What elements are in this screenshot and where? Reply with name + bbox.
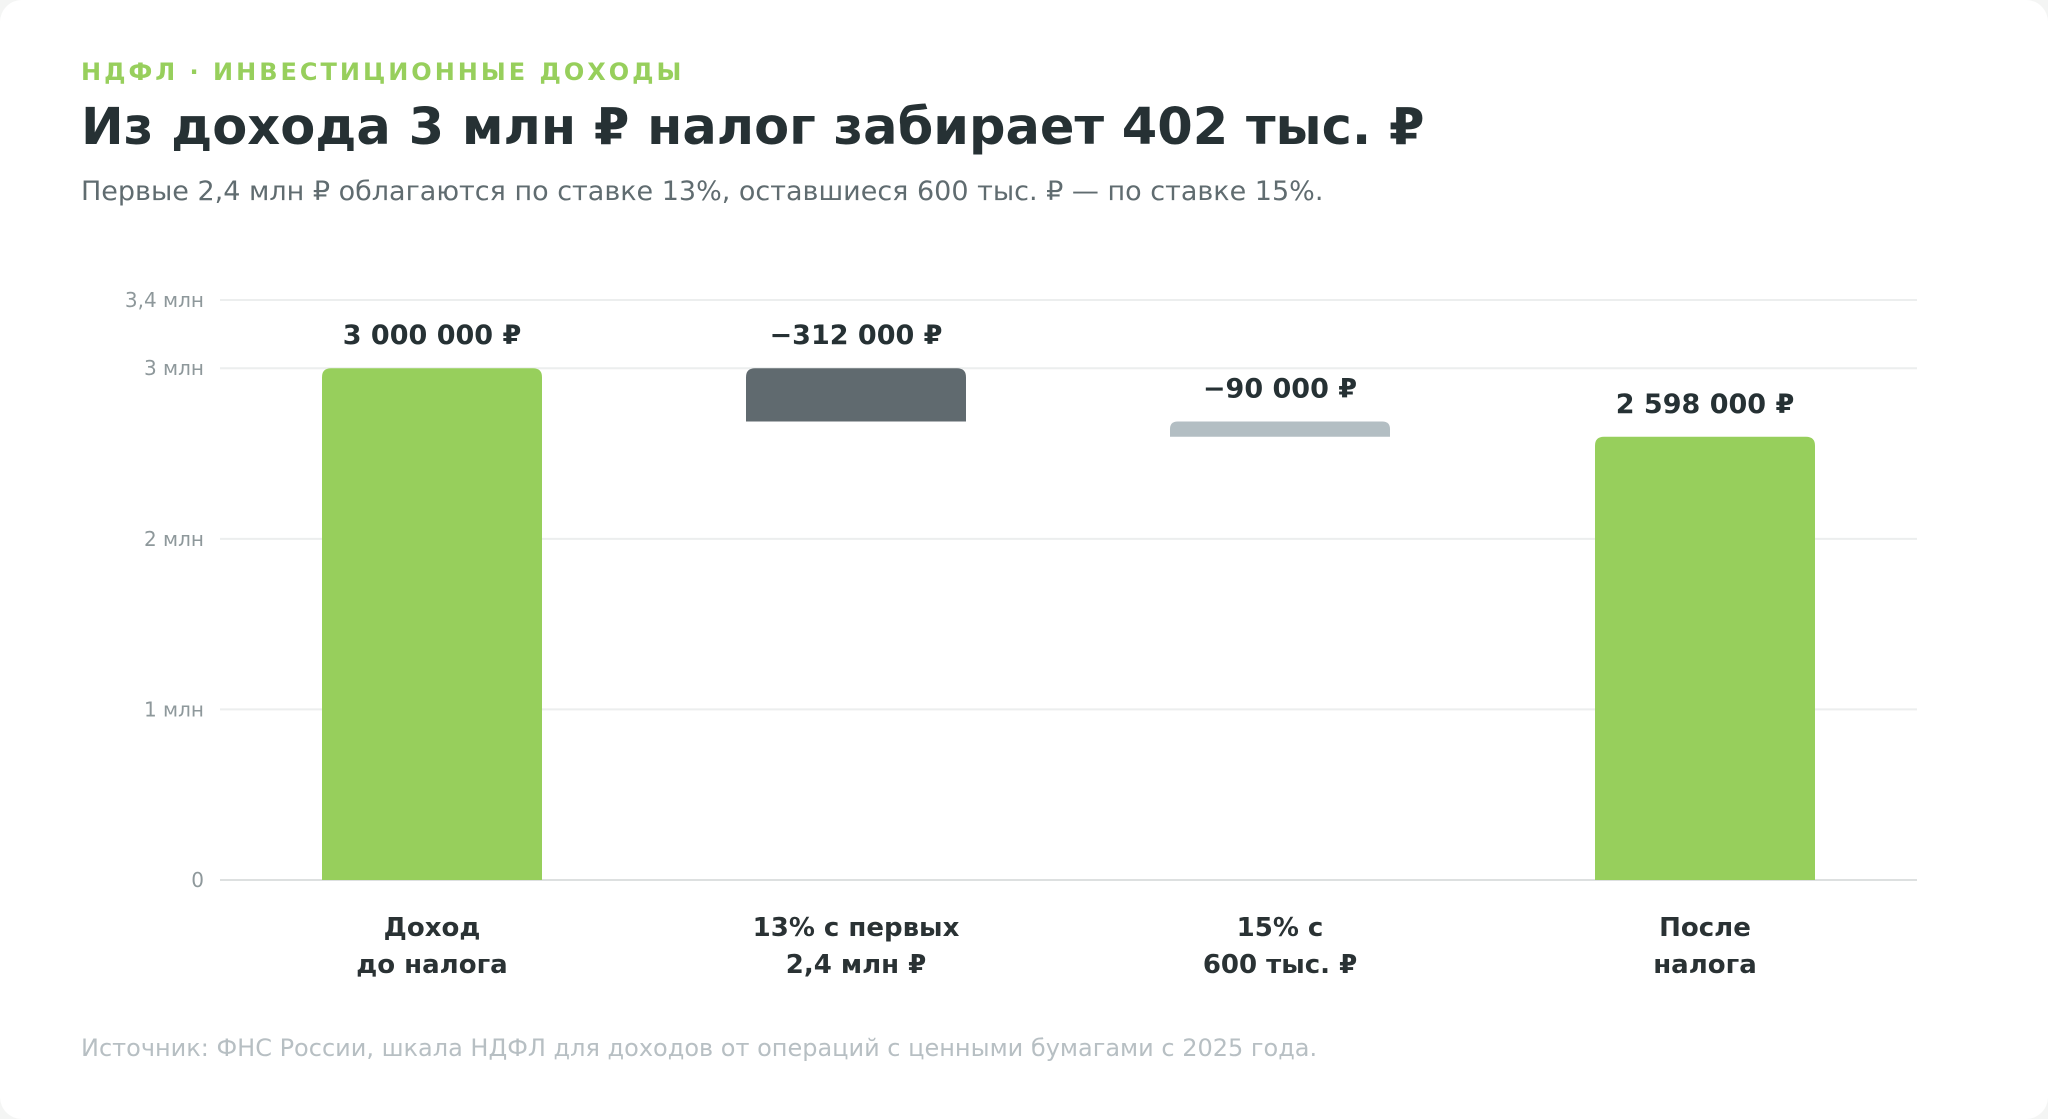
bar-4 (1595, 436, 1815, 880)
category-label: 15% с (1237, 913, 1324, 943)
y-tick-label: 3 млн (144, 356, 204, 380)
value-label: 2 598 000 ₽ (1616, 389, 1795, 420)
value-label: 3 000 000 ₽ (343, 320, 522, 351)
category-label: до налога (356, 950, 507, 980)
category-label: 13% с первых (753, 913, 960, 943)
y-tick-label: 0 (191, 868, 204, 892)
source-note: Источник: ФНС России, шкала НДФЛ для дох… (81, 1034, 1318, 1062)
category-label: налога (1653, 950, 1757, 980)
category-label: 600 тыс. ₽ (1203, 950, 1357, 980)
category-labels-layer: Доход до налога 13% с первых 2,4 млн ₽ 15% с… (356, 913, 1757, 980)
bar-3 (1170, 421, 1390, 437)
category-label: 2,4 млн ₽ (786, 950, 927, 980)
bars-layer (322, 368, 1815, 880)
category-label: Доход (384, 913, 481, 943)
value-labels-layer: 3 000 000 ₽ −312 000 ₽ −90 000 ₽ 2 598 000 … (343, 320, 1795, 420)
y-tick-label: 1 млн (144, 697, 204, 721)
y-tick-label: 2 млн (144, 527, 204, 551)
chart-subtitle: Первые 2,4 млн ₽ облагаются по ставке 13… (81, 176, 1324, 207)
bar-1 (322, 368, 542, 880)
bar-2 (746, 368, 966, 422)
category-label: После (1659, 913, 1751, 943)
value-label: −312 000 ₽ (770, 320, 943, 351)
chart-title: Из дохода 3 млн ₽ налог забирает 402 тыс… (81, 98, 1425, 157)
chart-kicker: НДФЛ · ИНВЕСТИЦИОННЫЕ ДОХОДЫ (81, 58, 685, 86)
y-tick-label: 3,4 млн (125, 288, 204, 312)
value-label: −90 000 ₽ (1203, 373, 1357, 404)
